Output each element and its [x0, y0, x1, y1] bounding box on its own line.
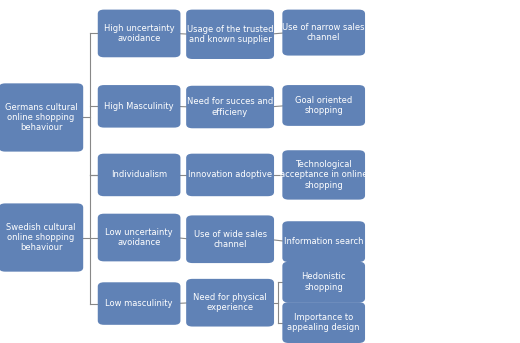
FancyBboxPatch shape — [282, 10, 365, 56]
Text: Swedish cultural
online shopping
behaviour: Swedish cultural online shopping behavio… — [6, 223, 76, 252]
Text: Usage of the trusted
and known supplier: Usage of the trusted and known supplier — [187, 25, 274, 44]
Text: High uncertainty
avoidance: High uncertainty avoidance — [104, 24, 174, 43]
FancyBboxPatch shape — [282, 221, 365, 262]
FancyBboxPatch shape — [98, 214, 180, 261]
Text: Need for succes and
efficieny: Need for succes and efficieny — [187, 97, 273, 117]
Text: Need for physical
experience: Need for physical experience — [193, 293, 267, 312]
FancyBboxPatch shape — [186, 154, 274, 196]
Text: Technological
acceptance in online
shopping: Technological acceptance in online shopp… — [280, 160, 368, 190]
Text: Goal oriented
shopping: Goal oriented shopping — [295, 96, 353, 115]
FancyBboxPatch shape — [186, 279, 274, 327]
Text: Information search: Information search — [284, 237, 363, 246]
Text: Individualism: Individualism — [111, 170, 167, 179]
FancyBboxPatch shape — [0, 203, 83, 272]
FancyBboxPatch shape — [98, 10, 180, 57]
Text: Low uncertainty
avoidance: Low uncertainty avoidance — [105, 228, 173, 247]
FancyBboxPatch shape — [282, 150, 365, 200]
FancyBboxPatch shape — [186, 10, 274, 59]
FancyBboxPatch shape — [186, 215, 274, 263]
Text: Use of wide sales
channel: Use of wide sales channel — [193, 229, 267, 249]
Text: Importance to
appealing design: Importance to appealing design — [288, 313, 360, 332]
FancyBboxPatch shape — [98, 154, 180, 196]
Text: Germans cultural
online shopping
behaviour: Germans cultural online shopping behavio… — [5, 103, 77, 132]
FancyBboxPatch shape — [282, 262, 365, 303]
Text: Hedonistic
shopping: Hedonistic shopping — [302, 272, 346, 292]
FancyBboxPatch shape — [186, 86, 274, 128]
Text: Use of narrow sales
channel: Use of narrow sales channel — [282, 23, 365, 42]
Text: Innovation adoptive: Innovation adoptive — [188, 170, 272, 179]
Text: Low masculinity: Low masculinity — [106, 299, 173, 308]
FancyBboxPatch shape — [282, 302, 365, 343]
FancyBboxPatch shape — [282, 85, 365, 126]
Text: High Masculinity: High Masculinity — [105, 102, 174, 111]
FancyBboxPatch shape — [0, 83, 83, 152]
FancyBboxPatch shape — [98, 85, 180, 128]
FancyBboxPatch shape — [98, 282, 180, 325]
